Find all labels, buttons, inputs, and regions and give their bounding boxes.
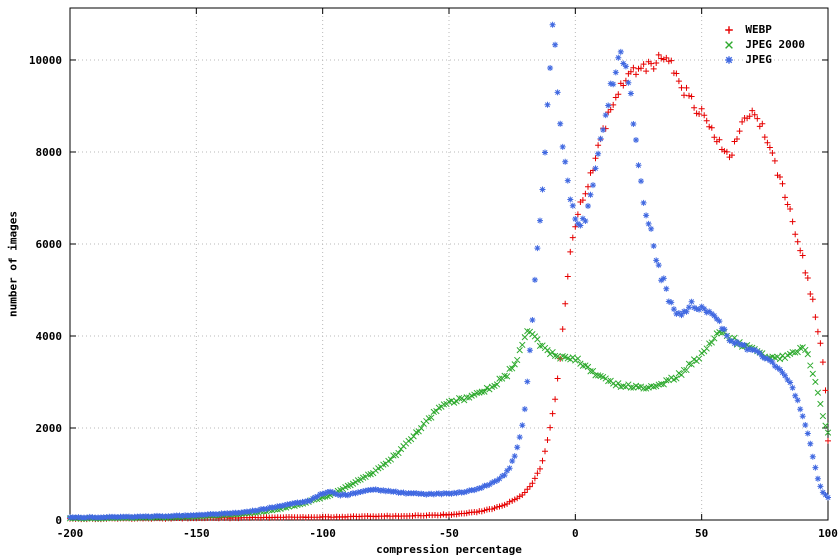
x-tick-label: -200: [57, 527, 84, 540]
x-axis-title: compression percentage: [376, 543, 522, 556]
x-tick-label: 50: [695, 527, 708, 540]
legend-label-webp: WEBP: [745, 23, 772, 36]
asterisk-marker-icon: [720, 54, 738, 66]
y-tick-label: 2000: [36, 422, 63, 435]
legend: WEBP JPEG 2000 JPEG: [720, 23, 805, 66]
cross-marker-icon: [720, 39, 738, 51]
y-tick-label: 4000: [36, 330, 63, 343]
plus-marker-icon: [720, 24, 738, 36]
series-jpeg: [67, 21, 831, 521]
legend-label-jpeg: JPEG: [745, 53, 772, 66]
x-tick-label: 0: [572, 527, 579, 540]
x-tick-label: -100: [309, 527, 336, 540]
legend-item-jpeg2000: JPEG 2000: [720, 38, 805, 51]
y-tick-label: 0: [55, 514, 62, 527]
legend-label-jpeg2000: JPEG 2000: [745, 38, 805, 51]
y-tick-label: 10000: [29, 54, 62, 67]
series-webp: [67, 51, 831, 523]
y-tick-label: 8000: [36, 146, 63, 159]
x-tick-label: -150: [183, 527, 210, 540]
x-tick-label: 100: [818, 527, 838, 540]
y-axis-title: number of images: [6, 211, 20, 317]
legend-item-jpeg: JPEG: [720, 53, 805, 66]
x-tick-label: -50: [439, 527, 459, 540]
y-tick-label: 6000: [36, 238, 63, 251]
legend-item-webp: WEBP: [720, 23, 805, 36]
